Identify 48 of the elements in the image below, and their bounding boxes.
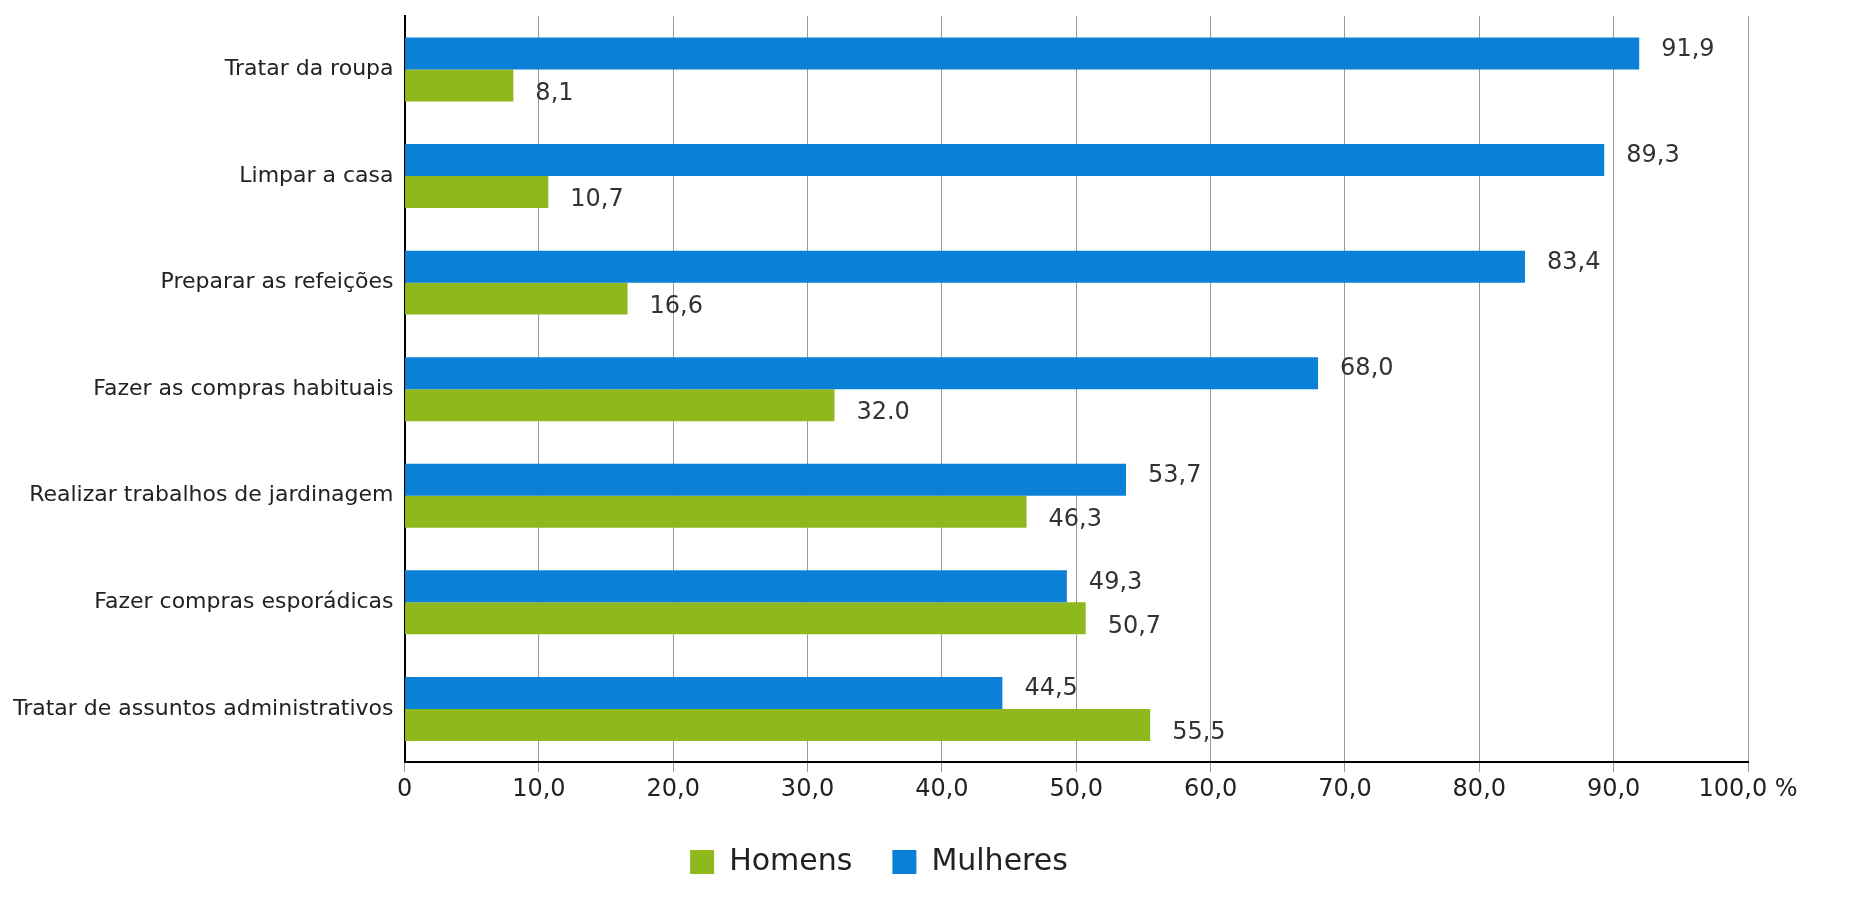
data-label: 50,7 <box>1107 610 1162 639</box>
data-label: 10,7 <box>570 184 624 213</box>
bar <box>405 250 1525 283</box>
data-label: 16,6 <box>649 290 703 319</box>
data-label: 53,7 <box>1147 460 1202 489</box>
y-tick-label: Preparar as refeições <box>160 268 394 294</box>
x-tick-label: 10,0 <box>512 773 566 802</box>
bar <box>405 282 628 315</box>
x-tick-label: 30,0 <box>780 773 835 802</box>
x-tick-label: 60,0 <box>1183 773 1238 802</box>
y-tick-label: Fazer as compras habituais <box>93 374 394 400</box>
bar <box>405 144 1605 177</box>
bar <box>405 389 835 422</box>
x-tick-label: 50,0 <box>1049 773 1103 802</box>
x-tick-label: 80,0 <box>1452 773 1507 802</box>
data-label: 46,3 <box>1048 503 1102 532</box>
bar <box>405 69 514 102</box>
bar <box>405 463 1126 496</box>
data-label: 83,4 <box>1546 246 1601 275</box>
data-label: 91,9 <box>1661 33 1715 62</box>
y-tick-label: Tratar de assuntos administrativos <box>12 694 394 720</box>
bar <box>405 602 1086 635</box>
bar <box>405 176 549 209</box>
data-label: 55,5 <box>1172 717 1226 746</box>
data-label: 89,3 <box>1626 140 1680 169</box>
x-tick-label: 40,0 <box>915 773 969 802</box>
x-tick-label: 90,0 <box>1586 773 1641 802</box>
bar <box>405 676 1003 709</box>
data-label: 68,0 <box>1340 353 1394 382</box>
legend-label: Homens <box>729 841 853 877</box>
bar <box>405 708 1151 741</box>
data-label: 32.0 <box>856 397 910 426</box>
x-tick-label: 20,0 <box>646 773 700 802</box>
y-tick-label: Realizar trabalhos de jardinagem <box>29 481 394 507</box>
bar <box>405 495 1027 528</box>
y-tick-label: Fazer compras esporádicas <box>94 588 394 614</box>
data-label: 44,5 <box>1024 673 1078 702</box>
x-tick-label: 70,0 <box>1318 773 1372 802</box>
x-tick-label: 0 <box>396 773 413 802</box>
bar <box>405 37 1640 70</box>
bar <box>405 570 1067 603</box>
data-label: 49,3 <box>1088 566 1143 595</box>
legend-label: Mulheres <box>931 841 1068 877</box>
x-tick-label: 100,0 % <box>1698 773 1798 802</box>
bar <box>405 357 1319 390</box>
data-label: 8,1 <box>535 77 574 106</box>
y-tick-label: Tratar da roupa <box>223 55 394 81</box>
y-tick-label: Limpar a casa <box>239 161 394 187</box>
